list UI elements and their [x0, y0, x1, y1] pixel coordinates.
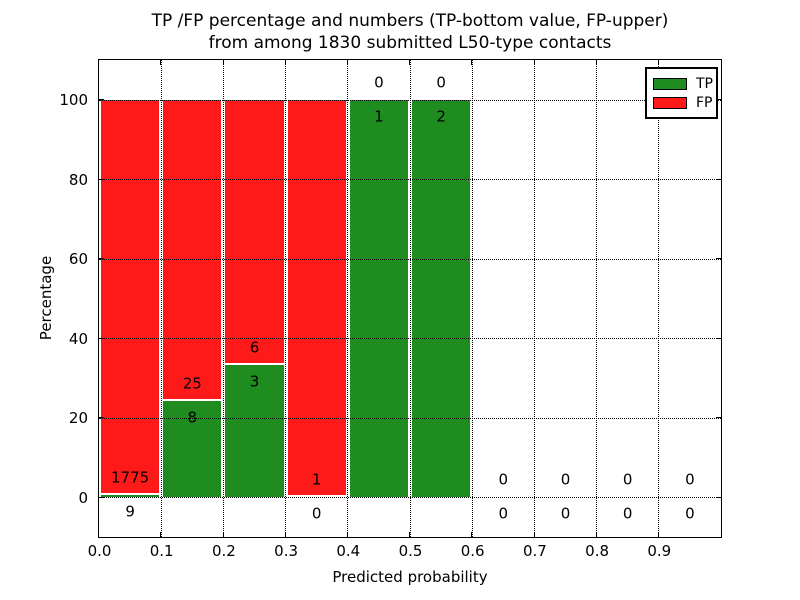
y-tick-right	[716, 99, 721, 100]
bar-count-label-tp: 1	[374, 107, 384, 126]
gridline-vertical	[222, 60, 224, 537]
x-tick-bottom	[409, 532, 411, 537]
gridline-vertical	[596, 60, 598, 537]
x-tick-top	[284, 60, 286, 65]
legend-row-tp: TP	[653, 74, 713, 93]
x-tick-bottom	[533, 532, 535, 537]
bar-count-label-tp: 0	[560, 504, 571, 523]
y-tick-right	[716, 258, 721, 259]
y-tick-right	[716, 337, 721, 339]
x-tick-label: 0.4	[336, 542, 361, 560]
y-tick-left	[99, 417, 104, 418]
x-tick-label: 0.1	[149, 542, 174, 560]
bar-count-label-tp: 3	[249, 372, 260, 391]
x-tick-bottom	[347, 532, 349, 537]
bar-fp-segment	[163, 99, 222, 401]
chart-title: TP /FP percentage and numbers (TP-bottom…	[99, 10, 721, 54]
gridline-vertical	[471, 60, 473, 537]
bar-count-label-fp: 0	[498, 470, 509, 489]
x-tick-label: 0.8	[585, 542, 610, 560]
x-tick-bottom	[160, 532, 162, 537]
bar-tp-segment	[225, 364, 284, 498]
bar-tp-segment	[101, 495, 160, 498]
x-tick-top	[533, 60, 535, 65]
x-tick-top	[471, 60, 473, 65]
gridline-vertical	[658, 60, 660, 537]
x-tick-top	[160, 60, 162, 65]
bar-count-label-tp: 8	[187, 408, 198, 427]
legend-label-tp: TP	[696, 75, 713, 92]
bar-count-label-tp: 2	[436, 107, 446, 126]
y-tick-label: 0	[78, 488, 88, 507]
y-tick-label: 60	[68, 250, 88, 269]
bar-fp-segment	[287, 99, 346, 498]
gridline-vertical	[285, 60, 287, 537]
x-tick-top	[409, 60, 411, 65]
x-tick-label: 0.0	[87, 542, 112, 560]
y-tick-left	[99, 337, 104, 339]
bar-count-label-tp: 0	[685, 504, 695, 523]
y-tick-right	[716, 496, 721, 498]
x-tick-bottom	[98, 532, 100, 537]
bar-count-label-tp: 9	[125, 502, 135, 521]
legend: TP FP	[645, 67, 718, 119]
y-tick-right	[716, 178, 721, 180]
tp-color-swatch	[653, 77, 687, 90]
chart-title-line1: TP /FP percentage and numbers (TP-bottom…	[151, 11, 669, 31]
bar-count-label-fp: 0	[560, 470, 571, 489]
x-tick-label: 0.7	[522, 542, 547, 560]
x-tick-label: 0.5	[398, 542, 423, 560]
legend-row-fp: FP	[653, 93, 713, 112]
bar-count-label-fp: 25	[182, 374, 202, 393]
bar-count-label-fp: 0	[622, 470, 633, 489]
bar-fp-segment	[225, 99, 284, 365]
bar-tp-segment	[349, 99, 408, 498]
legend-label-fp: FP	[696, 94, 713, 111]
x-axis-label: Predicted probability	[332, 568, 488, 586]
bar-count-label-tp: 0	[498, 504, 509, 523]
x-tick-top	[347, 60, 349, 65]
bar-count-label-fp: 6	[249, 338, 260, 357]
y-tick-left	[99, 99, 104, 100]
bar-tp-segment	[163, 400, 222, 498]
x-tick-bottom	[595, 532, 597, 537]
fp-color-swatch	[653, 96, 687, 109]
bar-tp-segment	[412, 99, 471, 498]
y-tick-left	[99, 178, 104, 180]
x-tick-top	[222, 60, 224, 65]
gridline-vertical	[160, 60, 162, 537]
x-tick-label: 0.6	[460, 542, 485, 560]
chart-title-line2: from among 1830 submitted L50-type conta…	[208, 33, 612, 53]
x-tick-label: 0.2	[211, 542, 236, 560]
x-tick-bottom	[658, 532, 660, 537]
bar-count-label-tp: 0	[622, 504, 633, 523]
bar-count-label-fp: 0	[685, 470, 695, 489]
bar-count-label-tp: 0	[311, 504, 322, 523]
y-tick-right	[716, 417, 721, 418]
gridline-vertical	[409, 60, 411, 537]
bar-count-label-fp: 0	[436, 73, 446, 92]
y-tick-label: 80	[68, 170, 88, 189]
bar-count-label-fp: 1	[311, 470, 322, 489]
gridline-vertical	[347, 60, 349, 537]
plot-area: 1775 9 25 8 6 3 1 0 0 1 0 2 0 0 0 0 0 0 0 0	[98, 59, 722, 538]
y-tick-left	[99, 258, 104, 259]
y-tick-label: 100	[59, 91, 88, 110]
x-tick-bottom	[284, 532, 286, 537]
x-tick-bottom	[471, 532, 473, 537]
x-tick-top	[595, 60, 597, 65]
x-tick-top	[658, 60, 660, 65]
y-tick-label: 40	[68, 329, 88, 348]
y-tick-left	[99, 496, 104, 498]
x-tick-bottom	[222, 532, 224, 537]
bar-fp-segment	[101, 99, 160, 496]
x-tick-label: 0.9	[647, 542, 672, 560]
gridline-vertical	[533, 60, 535, 537]
x-tick-label: 0.3	[274, 542, 299, 560]
bar-count-label-fp: 1775	[111, 468, 150, 487]
bar-count-label-fp: 0	[374, 73, 384, 92]
y-tick-label: 20	[68, 409, 88, 428]
